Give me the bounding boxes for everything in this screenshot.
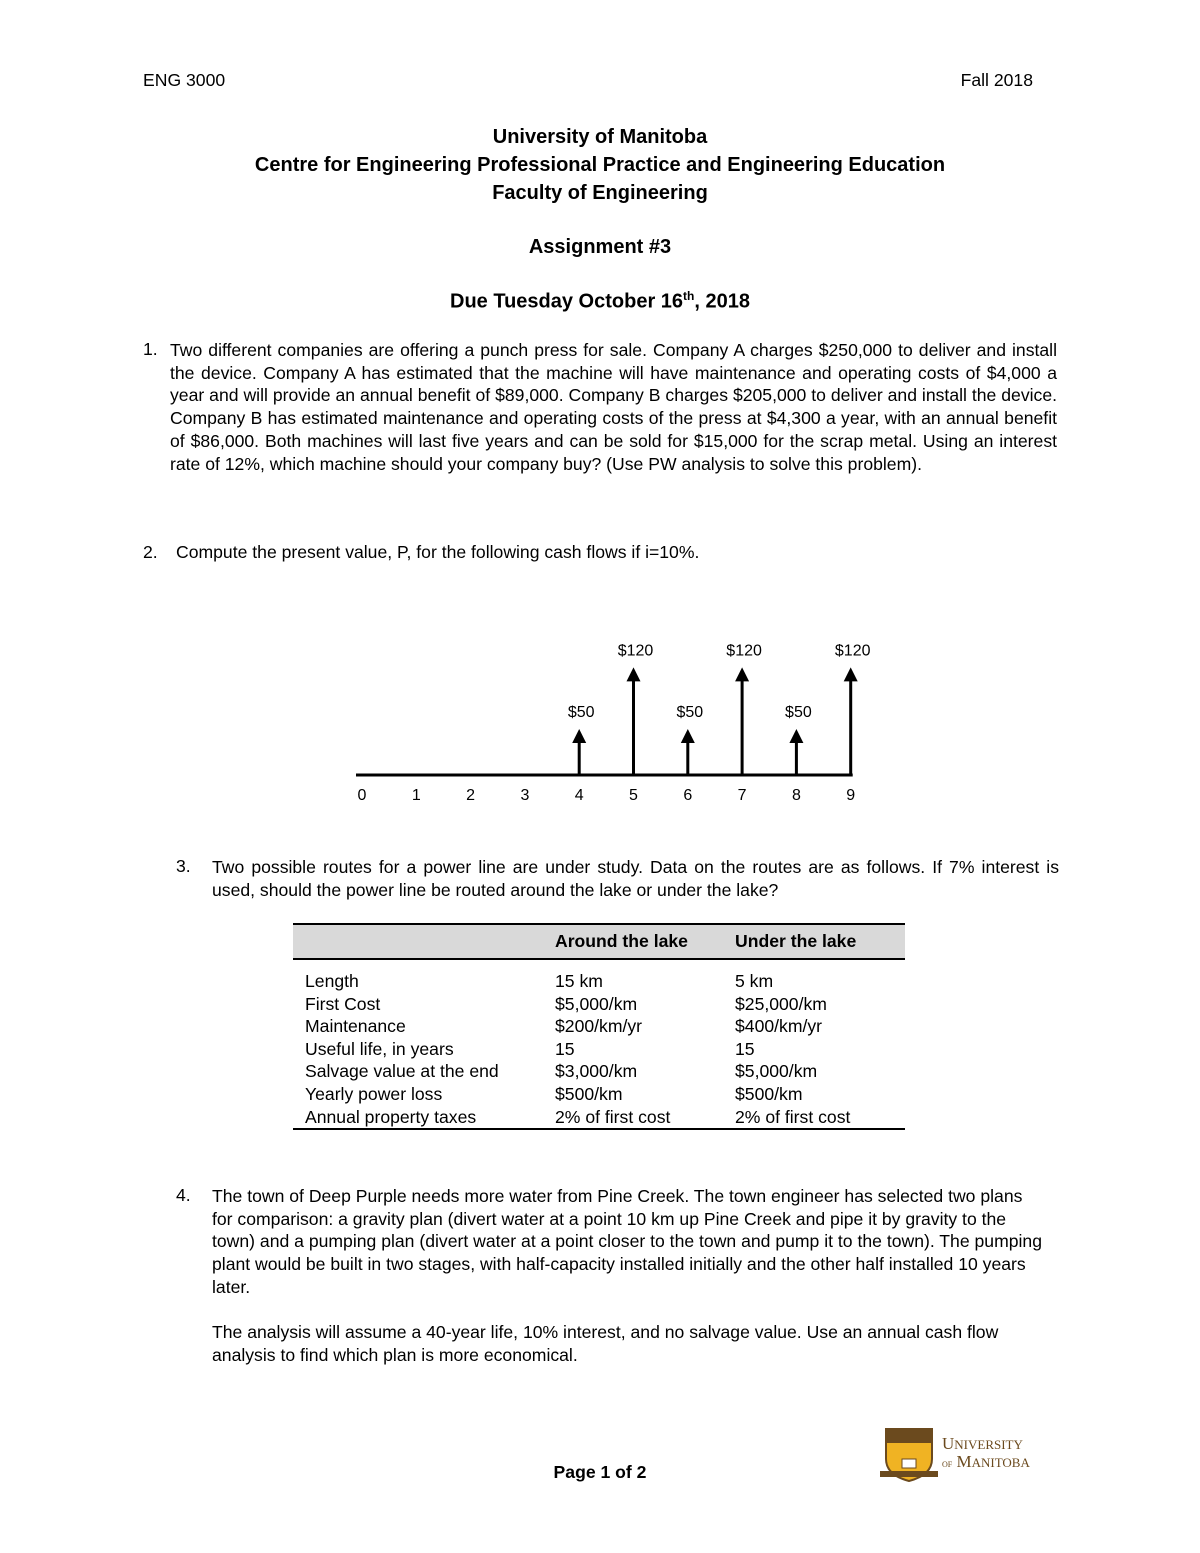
- table-row: Yearly power loss $500/km $500/km: [293, 1083, 905, 1106]
- arrow-head: [843, 667, 858, 682]
- period-label: 6: [683, 787, 692, 804]
- table-row: Length 15 km 5 km: [293, 959, 905, 993]
- period-label: 0: [358, 787, 367, 804]
- q4-text: The town of Deep Purple needs more water…: [212, 1186, 1042, 1297]
- due-date: Due Tuesday October 16th, 2018: [0, 289, 1200, 314]
- header-around: Around the lake: [543, 924, 723, 959]
- crest-icon: UNIVERSITY OF MANITOBA: [880, 1428, 1030, 1483]
- cash-flow-label: $50: [785, 704, 812, 721]
- cash-flow-label: $50: [568, 704, 595, 721]
- course-code: ENG 3000: [143, 70, 226, 90]
- table-cell: $25,000/km: [735, 993, 827, 1014]
- period-label: 5: [629, 787, 638, 804]
- table-row: Annual property taxes 2% of first cost 2% …: [293, 1106, 905, 1130]
- due-prefix: Due Tuesday October 16: [450, 290, 684, 313]
- q4-text2: The analysis will assume a 40-year life,…: [212, 1322, 999, 1365]
- table-cell: Annual property taxes: [305, 1106, 477, 1127]
- table-cell: $5,000/km: [555, 993, 638, 1014]
- q1-number: 1.: [143, 339, 158, 359]
- table-cell: 15: [735, 1038, 755, 1059]
- due-suffix: , 2018: [694, 290, 750, 313]
- period-label: 7: [738, 787, 747, 804]
- table-cell: $400/km/yr: [735, 1016, 823, 1037]
- header-blank: [293, 924, 543, 959]
- table-cell: 2% of first cost: [735, 1106, 851, 1127]
- q3-number: 3.: [176, 856, 191, 876]
- period-label: 2: [466, 787, 475, 804]
- table-cell: 5 km: [735, 971, 774, 991]
- due-sup: th: [683, 289, 695, 303]
- header-under: Under the lake: [723, 924, 905, 959]
- table-cell: Length: [305, 971, 359, 991]
- q1-text: Two different companies are offering a p…: [170, 340, 1057, 474]
- title-university: University of Manitoba: [492, 126, 708, 148]
- table-row: Salvage value at the end $3,000/km $5,000/…: [293, 1060, 905, 1083]
- q4-number: 4.: [176, 1185, 191, 1205]
- table-row: Maintenance $200/km/yr $400/km/yr: [293, 1015, 905, 1038]
- term: Fall 2018: [960, 70, 1033, 90]
- table-cell: $3,000/km: [555, 1061, 638, 1082]
- table-cell: $500/km: [555, 1083, 623, 1104]
- arrow-head: [626, 667, 641, 682]
- table-cell: First Cost: [305, 993, 381, 1014]
- title-centre: Centre for Engineering Professional Prac…: [254, 154, 946, 176]
- arrow-head: [680, 729, 695, 743]
- table-cell: Maintenance: [305, 1016, 406, 1037]
- period-label: 9: [846, 787, 855, 804]
- table-cell: 15 km: [555, 971, 603, 991]
- cash-flow-label: $120: [726, 642, 762, 659]
- route-table: Around the lake Under the lake Length 15 …: [293, 923, 905, 1130]
- period-label: 8: [792, 787, 801, 804]
- arrow-head: [735, 667, 750, 682]
- table-cell: Yearly power loss: [305, 1083, 443, 1104]
- svg-text:OF MANITOBA: OF MANITOBA: [942, 1452, 1030, 1471]
- page-number: Page 1 of 2: [553, 1462, 647, 1482]
- table-cell: $500/km: [735, 1083, 803, 1104]
- table-cell: $5,000/km: [735, 1061, 818, 1082]
- period-label: 4: [575, 787, 584, 804]
- table-cell: 2% of first cost: [555, 1106, 671, 1127]
- table-cell: $200/km/yr: [555, 1016, 643, 1037]
- cash-flow-label: $120: [835, 642, 871, 659]
- table-cell: 15: [555, 1038, 575, 1059]
- table-cell: Useful life, in years: [305, 1038, 454, 1059]
- svg-text:UNIVERSITY: UNIVERSITY: [942, 1434, 1023, 1453]
- arrow-head: [789, 729, 804, 743]
- cash-flow-diagram: 0 1 2 3 4 5 6 7 8 9 $50 $120 $50 $120 $50 $120: [356, 642, 871, 804]
- table-row: Useful life, in years 15 15: [293, 1038, 905, 1061]
- period-label: 3: [520, 787, 529, 804]
- assignment-title: Assignment #3: [528, 236, 672, 258]
- table-row: First Cost $5,000/km $25,000/km: [293, 993, 905, 1016]
- cash-flow-label: $120: [618, 642, 654, 659]
- period-label: 1: [412, 787, 421, 804]
- table-header-row: Around the lake Under the lake: [293, 924, 905, 959]
- q2-text: Compute the present value, P, for the fo…: [176, 542, 700, 562]
- university-logo: UNIVERSITY OF MANITOBA: [880, 1425, 1060, 1490]
- table-cell: Salvage value at the end: [305, 1061, 499, 1082]
- q3-text: Two possible routes for a power line are…: [212, 857, 1059, 900]
- cash-flow-label: $50: [676, 704, 703, 721]
- arrow-head: [572, 729, 587, 743]
- q2-number: 2.: [143, 542, 158, 562]
- title-faculty: Faculty of Engineering: [492, 182, 708, 204]
